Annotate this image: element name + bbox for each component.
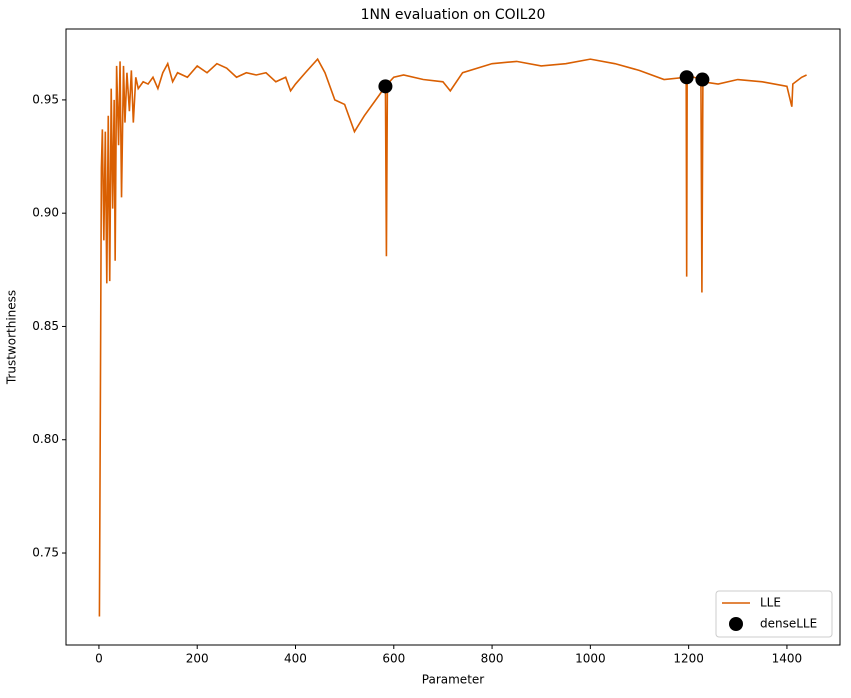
line-series (98, 57, 807, 617)
x-axis-label: Parameter (422, 673, 484, 687)
x-tick-label: 1000 (575, 652, 606, 666)
y-tick-label: 0.80 (32, 432, 59, 446)
legend-label: LLE (760, 596, 781, 610)
x-tick-label: 400 (284, 652, 307, 666)
legend-label: denseLLE (760, 617, 817, 631)
x-tick-label: 200 (186, 652, 209, 666)
x-tick-label: 0 (95, 652, 103, 666)
y-axis-label: Trustworthiness (5, 290, 19, 385)
scatter-point (378, 79, 393, 94)
y-tick-label: 0.95 (32, 92, 59, 106)
y-tick-label: 0.75 (32, 546, 59, 560)
x-tick-label: 1400 (772, 652, 803, 666)
y-tick-label: 0.85 (32, 319, 59, 333)
legend-marker (729, 617, 743, 631)
scatter-point (695, 72, 710, 87)
scatter-point (679, 70, 694, 85)
y-tick-label: 0.90 (32, 206, 59, 220)
x-tick-label: 800 (481, 652, 504, 666)
plot-frame (65, 28, 841, 646)
x-tick-label: 1200 (673, 652, 704, 666)
x-tick-label: 600 (382, 652, 405, 666)
chart-title: 1NN evaluation on COIL20 (361, 7, 546, 23)
